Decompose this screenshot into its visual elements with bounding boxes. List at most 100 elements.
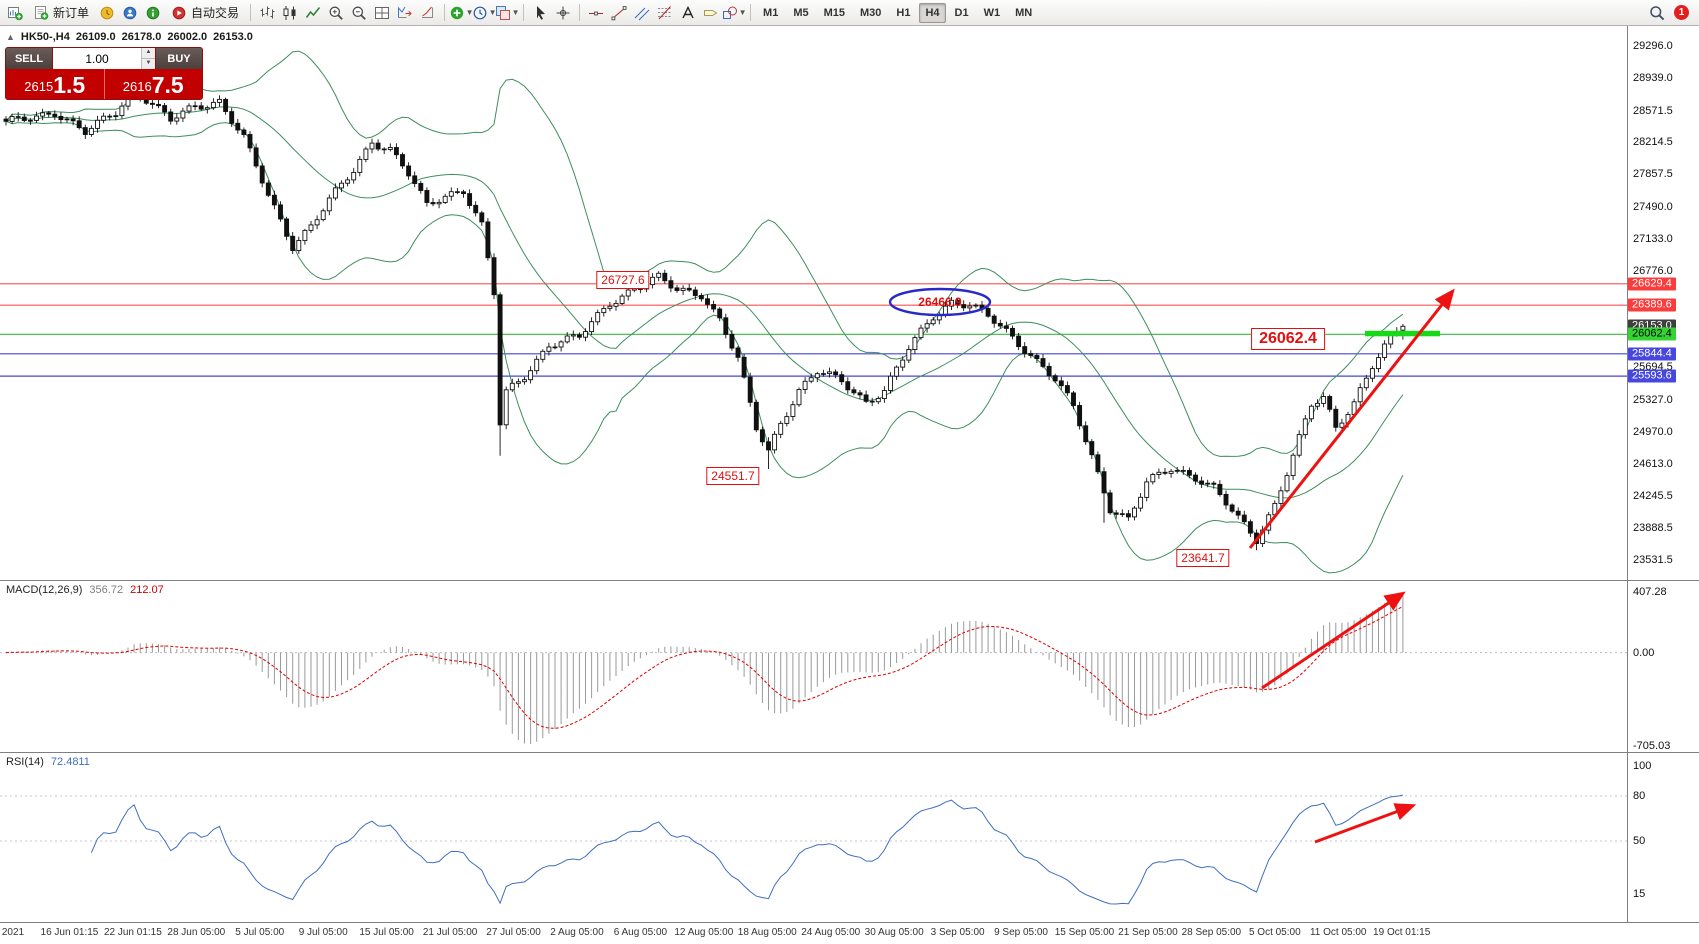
timeframe-button-m5[interactable]: M5 [793,6,809,19]
price-callout-23641.7[interactable]: 23641.7 [1176,549,1230,567]
autotrading-button[interactable]: 自动交易 [165,2,245,24]
buy-price[interactable]: 2616 7.5 [122,72,184,98]
timeframe-button-m15[interactable]: M15 [823,6,845,19]
buy-button[interactable]: BUY [156,48,202,69]
sell-price[interactable]: 2615 1.5 [24,72,86,98]
ellipse-annotation[interactable] [888,287,992,317]
channel-tool-icon[interactable] [631,2,653,24]
metaeditor-icon[interactable] [96,2,118,24]
volume-up-icon[interactable]: ▲ [142,48,155,59]
candle [540,350,546,360]
time-axis-label: 27 Jul 05:00 [486,927,541,938]
community-icon[interactable] [142,2,164,24]
price-callout-26062.4[interactable]: 26062.4 [1251,328,1325,350]
indicators-icon-icon [449,5,465,21]
candle [1034,355,1040,360]
candle [491,257,497,296]
timeframe-button-w1[interactable]: W1 [983,6,1001,19]
timeframe-button-h1[interactable]: H1 [896,6,911,19]
candle [1107,492,1113,514]
price-callout-26466.9[interactable]: 26466.9 [918,295,962,309]
candlestick-chart-icon-icon [282,5,298,21]
price-callout-24551.7[interactable]: 24551.7 [706,467,760,485]
candle [1339,422,1345,428]
one-click-toggle-icon[interactable]: ▲ [6,32,15,42]
trendline-tool-icon[interactable] [608,2,630,24]
line-chart-icon[interactable] [302,2,324,24]
price-scale-label: 24245.5 [1633,490,1673,503]
candle [564,335,570,343]
label-tool-icon[interactable] [700,2,722,24]
templates-icon[interactable]: ▼ [495,2,520,24]
periods-icon[interactable]: ▼ [472,2,497,24]
timeframe-button-m30[interactable]: M30 [860,6,882,19]
timeframe-button-d1[interactable]: D1 [954,6,969,19]
new-chart-icon[interactable] [4,2,26,24]
volume-down-icon[interactable]: ▼ [142,59,155,69]
candle [162,105,168,113]
auto-scroll-icon[interactable] [394,2,416,24]
timeframe-button-m1[interactable]: M1 [763,6,779,19]
search-icon[interactable] [1646,2,1668,24]
candle [509,382,515,391]
crosshair-icon[interactable] [552,2,574,24]
green-level-segment[interactable] [1365,330,1440,337]
price-scale-label: 27857.5 [1633,168,1673,181]
candle [210,101,216,109]
price-callout-26727.6[interactable]: 26727.6 [596,271,650,289]
candle [339,182,344,189]
chevron-down-icon: ▼ [738,8,747,17]
candle [955,299,961,306]
price-scale-label: 27133.0 [1633,232,1673,245]
trend-arrow-macd[interactable] [1261,591,1406,690]
candle [1223,493,1229,506]
text-tool-icon[interactable] [677,2,699,24]
candlestick-chart-icon[interactable] [279,2,301,24]
shapes-tool-icon[interactable]: ▼ [722,2,747,24]
bar-chart-icon[interactable] [256,2,278,24]
candle [680,287,686,291]
tile-windows-icon[interactable] [371,2,393,24]
candle [424,190,430,203]
candle [717,308,723,319]
price-tag-25593.6: 25593.6 [1628,369,1676,383]
candle [723,317,729,335]
volume-input[interactable] [53,48,141,69]
candle [332,187,338,199]
candle [1382,343,1388,358]
zoom-out-icon[interactable] [348,2,370,24]
candle [95,119,100,129]
candle [833,371,839,376]
new-order-button[interactable]: 新订单 [27,2,95,24]
timeframe-button-mn[interactable]: MN [1015,6,1033,19]
chart-symbol-period: HK50-,H4 [20,31,70,43]
cursor-icon[interactable] [529,2,551,24]
fibonacci-tool-icon[interactable] [654,2,676,24]
price-scale-label: 29296.0 [1633,40,1673,52]
sell-button[interactable]: SELL [6,48,52,69]
chart-shift-icon[interactable] [417,2,439,24]
toolbar-separator [579,4,581,21]
rsi-scale-100: 100 [1633,760,1652,772]
trend-arrow-rsi[interactable] [1314,803,1417,844]
time-axis-label: 2 Aug 05:00 [550,927,604,938]
indicators-icon[interactable]: ▼ [449,2,474,24]
market-icon[interactable] [119,2,141,24]
notification-badge[interactable]: 1 [1674,5,1689,20]
candle [40,112,46,117]
candle [454,191,460,193]
candle [558,341,564,348]
candle [436,201,442,205]
periods-icon-icon [472,5,488,21]
time-axis-label: 16 Jun 01:15 [40,927,99,938]
time-axis-label: 21 Jul 05:00 [422,927,478,938]
zoom-in-icon[interactable] [325,2,347,24]
candle [997,322,1003,327]
rsi-scale-80: 80 [1633,790,1646,802]
one-click-trading: SELL ▲ ▼ BUY 2615 1.5 2616 7.5 [5,47,203,100]
timeframe-button-h4[interactable]: H4 [919,2,946,23]
trend-arrow-main[interactable] [1248,288,1455,549]
horizontal-line-tool-icon[interactable] [585,2,607,24]
candle [278,204,283,220]
